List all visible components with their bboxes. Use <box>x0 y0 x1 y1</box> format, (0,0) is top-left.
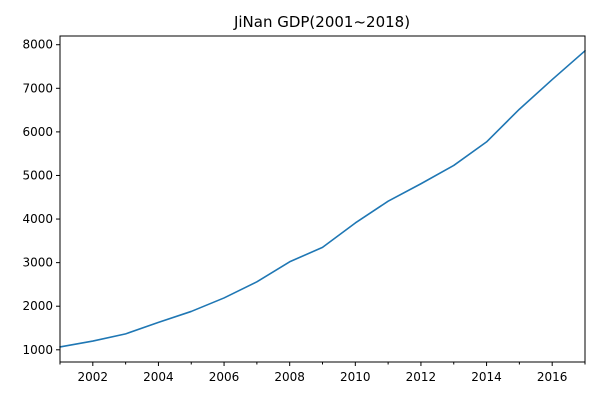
y-axis: 1000 2000 3000 4000 5000 6000 7000 8000 <box>22 38 60 357</box>
y-tick-label: 2000 <box>22 299 53 313</box>
x-tick-label: 2002 <box>78 370 109 384</box>
y-tick-label: 6000 <box>22 125 53 139</box>
x-tick-label: 2008 <box>274 370 305 384</box>
series-layer <box>59 50 586 348</box>
y-tick-label: 8000 <box>22 38 53 52</box>
x-tick-label: 2014 <box>471 370 502 384</box>
x-tick-label: 2010 <box>340 370 371 384</box>
x-tick-label: 2016 <box>537 370 568 384</box>
x-tick-label: 2006 <box>209 370 240 384</box>
x-axis: 2002 2004 2006 2008 2010 2012 2014 2016 <box>59 362 586 384</box>
y-tick-label: 7000 <box>22 81 53 95</box>
y-tick-label: 5000 <box>22 168 53 182</box>
y-tick-label: 4000 <box>22 212 53 226</box>
y-tick-label: 1000 <box>22 343 53 357</box>
y-tick-label: 3000 <box>22 256 53 270</box>
x-tick-label: 2012 <box>406 370 437 384</box>
series-line <box>59 50 586 348</box>
plot-frame <box>59 35 586 363</box>
chart-title: JiNan GDP(2001~2018) <box>233 13 410 31</box>
x-tick-label: 2004 <box>143 370 174 384</box>
